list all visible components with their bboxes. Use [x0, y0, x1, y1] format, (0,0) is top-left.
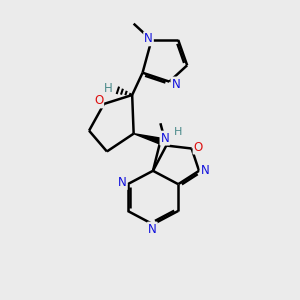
- Polygon shape: [134, 134, 161, 144]
- Text: H: H: [174, 127, 182, 136]
- Text: O: O: [94, 94, 103, 107]
- Text: N: N: [160, 132, 169, 145]
- Text: N: N: [118, 176, 127, 189]
- Text: N: N: [144, 32, 153, 45]
- Text: N: N: [172, 77, 180, 91]
- Text: N: N: [201, 164, 209, 177]
- Text: N: N: [148, 223, 157, 236]
- Text: H: H: [104, 82, 113, 95]
- Text: O: O: [194, 140, 203, 154]
